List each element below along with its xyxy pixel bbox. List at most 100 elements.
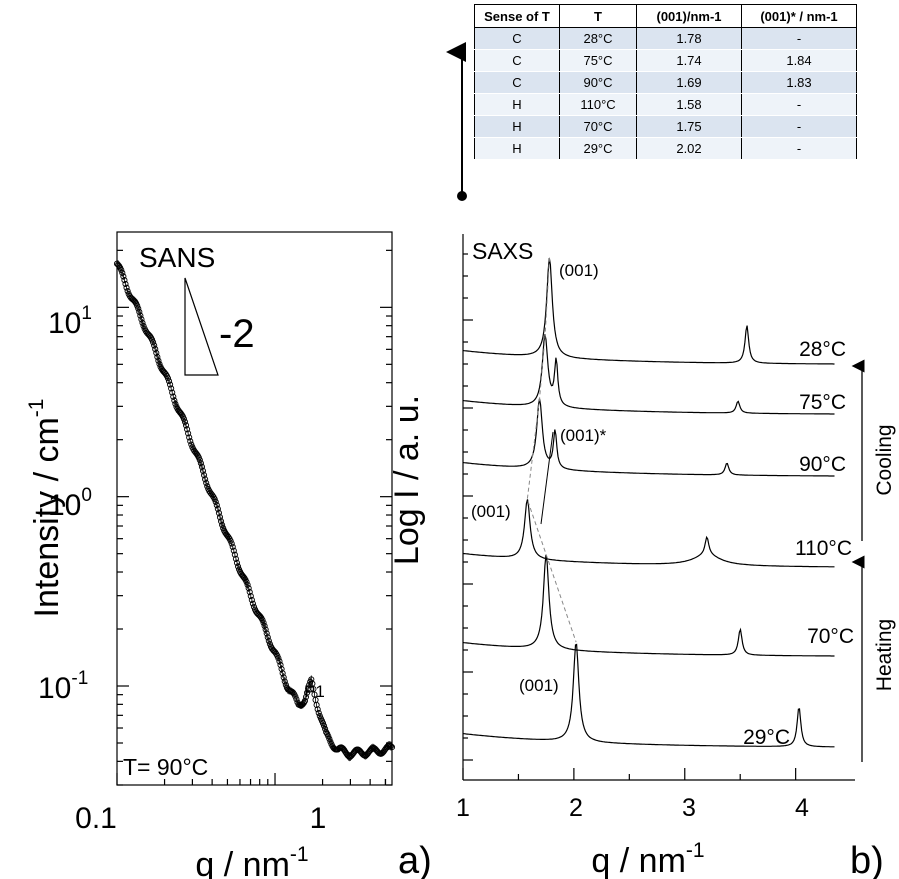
table-cell: 1.58: [636, 93, 742, 116]
sans-data-point: [165, 378, 173, 385]
sans-data-point: [184, 426, 191, 433]
sans-data-point: [232, 555, 239, 562]
sans-data-point: [227, 537, 234, 544]
sans-data-point: [246, 588, 253, 596]
table-header: T: [559, 4, 637, 28]
sans-data-point: [276, 658, 283, 665]
saxs-plot: SAXS (001) (001)* (001) (001) 28°C 75°C …: [388, 234, 896, 879]
sans-data-point: [277, 661, 284, 669]
sans-data-group: [113, 259, 396, 762]
saxs-x-tick-label: 2: [569, 794, 583, 822]
table-header: (001)/nm-1: [636, 4, 742, 28]
saxs-curve: [462, 554, 835, 657]
sans-data-point: [229, 543, 236, 550]
sans-data-point: [248, 596, 255, 603]
sans-data-point: [218, 518, 225, 525]
sans-data-point: [138, 316, 145, 323]
table-cell: -: [741, 27, 857, 50]
sans-data-point: [153, 349, 160, 357]
sans-data-point: [164, 375, 172, 382]
sans-data-point: [122, 280, 129, 288]
curve-label: 29°C: [743, 726, 790, 749]
table-header: (001)* / nm-1: [741, 4, 857, 28]
sans-data-point: [228, 540, 235, 547]
table-row: C 75°C 1.74 1.84: [474, 49, 857, 72]
sans-data-point: [244, 581, 251, 588]
sans-data-point: [198, 463, 205, 470]
sans-data-point: [387, 743, 394, 750]
table-cell: -: [741, 93, 857, 116]
saxs-curve: [462, 643, 835, 748]
peak-label-p1: P1: [304, 682, 325, 701]
curve-label: 28°C: [799, 338, 846, 361]
table-cell: 29°C: [559, 137, 637, 160]
curve-label: 70°C: [807, 625, 854, 648]
sans-data-point: [199, 467, 207, 474]
curve-label: 75°C: [799, 391, 846, 414]
sans-data-point: [214, 505, 221, 512]
table-cell: 110°C: [559, 93, 637, 116]
sans-data-point: [231, 551, 238, 558]
sans-data-point: [280, 674, 287, 681]
sans-data-point: [213, 502, 220, 509]
sans-data-point: [314, 706, 321, 713]
sans-data-point: [121, 277, 128, 284]
sans-data-point: [230, 547, 237, 554]
sans-data-point: [263, 630, 270, 637]
sans-data-point: [275, 655, 282, 662]
cooling-label: Cooling: [873, 424, 896, 495]
sans-data-point: [203, 479, 210, 487]
sans-data-point: [169, 389, 176, 396]
sans-data-point: [322, 725, 329, 733]
sans-data-point: [292, 693, 299, 700]
sans-data-point: [315, 709, 322, 716]
table-cell: C: [474, 27, 560, 50]
sans-data-point: [124, 287, 131, 295]
sans-data-point: [196, 456, 203, 464]
peak-guide-line: [526, 257, 577, 643]
sans-data-point: [186, 434, 193, 441]
saxs-x-tick-label: 4: [795, 794, 809, 822]
sans-data-point: [151, 342, 158, 349]
peak-label-001: (001): [519, 676, 559, 695]
table-cell: -: [741, 137, 857, 160]
sans-x-tick-label: 0.1: [75, 802, 117, 835]
sans-data-point: [304, 689, 311, 696]
table-row: H 110°C 1.58 -: [474, 93, 857, 116]
sans-y-tick-label: 101: [48, 303, 92, 340]
saxs-title: SAXS: [472, 238, 533, 264]
sans-y-axis-label: Intensity / cm-1: [25, 399, 66, 618]
sans-data-point: [188, 441, 195, 448]
sans-data-point: [197, 460, 204, 467]
saxs-curve: [462, 499, 835, 568]
sans-data-point: [262, 626, 269, 633]
sans-data-point: [136, 308, 143, 315]
table-header-row: Sense of T T (001)/nm-1 (001)* / nm-1: [474, 4, 857, 28]
sans-data-point: [182, 422, 190, 429]
saxs-data-group: [462, 257, 835, 748]
sans-data-point: [319, 720, 327, 727]
saxs-curve: [462, 334, 835, 415]
heating-label: Heating: [873, 619, 896, 691]
saxs-x-tick-label: 3: [682, 794, 696, 822]
saxs-y-axis-label: Log I / a. u.: [388, 395, 426, 565]
sans-data-point: [180, 415, 187, 422]
sans-data-point: [156, 360, 163, 368]
sans-tick-group: [116, 249, 392, 786]
table-cell: H: [474, 93, 560, 116]
sans-data-point: [212, 498, 219, 505]
peak-star-pointer: [540, 431, 554, 525]
saxs-curve: [462, 257, 835, 365]
saxs-tick-group: [462, 253, 797, 780]
table-cell: 1.69: [636, 71, 742, 94]
sans-data-point: [168, 385, 175, 392]
sans-data-point: [170, 393, 177, 400]
table-cell: 1.75: [636, 115, 742, 138]
sans-x-axis-label: q / nm-1: [195, 843, 308, 879]
curve-label: 110°C: [795, 537, 852, 560]
sans-data-point: [308, 676, 315, 683]
table-cell: 90°C: [559, 71, 637, 94]
sans-data-point: [279, 670, 286, 677]
sans-data-point: [293, 696, 300, 703]
